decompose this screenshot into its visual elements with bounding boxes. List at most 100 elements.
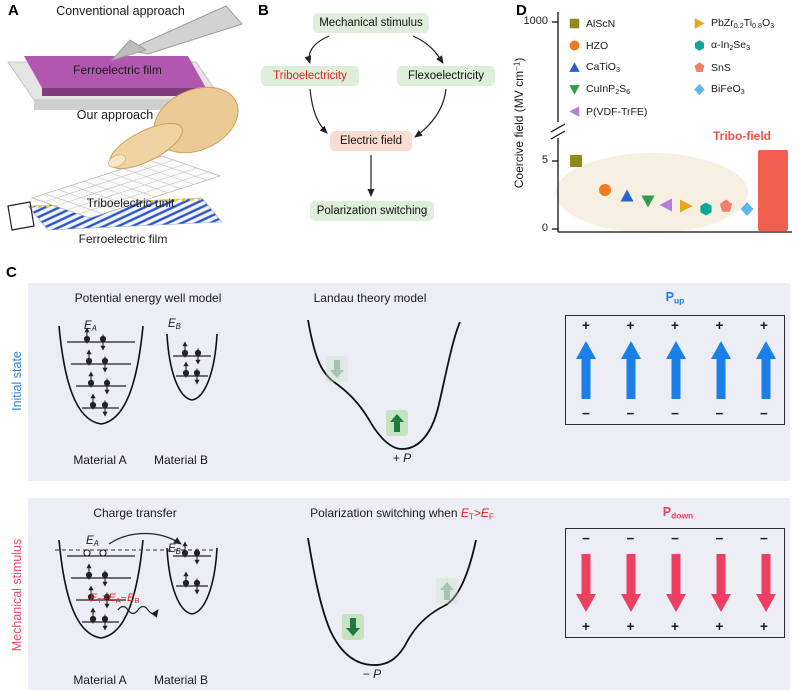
polarization-switching-title: Polarization switching when ET>EF xyxy=(310,506,494,522)
arrow-mech-to-tribo xyxy=(304,35,330,64)
panel-a-label: A xyxy=(8,2,19,19)
solid-down-arrow-box xyxy=(342,614,364,640)
ferroelectric-film-3d xyxy=(7,56,223,110)
axis-break-icon xyxy=(550,122,566,140)
ytick-0: 0 xyxy=(541,222,548,234)
conventional-approach-title: Conventional approach xyxy=(56,4,185,18)
point-CaTiO3 xyxy=(620,189,634,202)
coercive-field-chart xyxy=(550,12,792,233)
polarization-up-box: + + + + + − − − − − xyxy=(565,315,785,425)
triangle-down-marker-icon xyxy=(569,85,580,95)
flow-box-mechanical-stimulus: Mechanical stimulus xyxy=(313,13,429,33)
legend-item-AlScN: AlScN xyxy=(568,17,615,30)
point-CuInP2S6 xyxy=(641,195,655,208)
down-polarization-arrows xyxy=(576,554,776,612)
panel-b: B Mechanical stimulus Triboelectricity F… xyxy=(255,0,505,262)
polarization-down-box: − − − − − + + + + + xyxy=(565,528,785,638)
panel-d-label: D xyxy=(516,2,527,19)
ferroelectric-film-label: Ferroelectric film xyxy=(73,63,162,77)
landau-curve-initial xyxy=(307,319,461,450)
legend-label: PbZr0.2Ti0.8O3 xyxy=(711,17,775,30)
legend-label: AlScN xyxy=(586,17,616,30)
legend-item-HZO: HZO xyxy=(568,39,608,52)
well-a-outline xyxy=(58,325,144,425)
mechanical-stimulus-side-label: Mechanical stimulus xyxy=(10,538,24,652)
panel-d: D 1000 5 0 Coercive field (MV cm−1) Trib… xyxy=(500,0,799,258)
legend-label: CaTiO3 xyxy=(586,61,620,74)
well-a-outline xyxy=(58,539,144,639)
top-charge-row: − − − − − xyxy=(582,531,768,546)
tribo-field-label: Tribo-field xyxy=(713,129,771,143)
flow-box-electric-field: Electric field xyxy=(330,131,412,151)
legend-label: P(VDF-TrFE) xyxy=(586,105,648,118)
panel-c-label: C xyxy=(6,264,17,281)
potential-well-title: Potential energy well model xyxy=(74,291,222,305)
material-a-label: Material A xyxy=(73,453,127,467)
material-a-label-2: Material A xyxy=(73,673,127,687)
energy-label-ea-2: EA xyxy=(86,535,99,549)
flow-box-flexoelectricity: Flexoelectricity xyxy=(397,66,495,86)
y-axis-label: Coercive field (MV cm−1) xyxy=(512,57,527,189)
energy-label-eb-2: EB xyxy=(168,543,181,557)
point-BiFeO3 xyxy=(740,202,754,216)
diamond-marker-icon xyxy=(694,83,705,96)
tribo-device xyxy=(7,155,223,231)
legend-label: SnS xyxy=(711,61,731,74)
pentagon-marker-icon xyxy=(694,62,705,73)
legend-item-PVDF-TrFE: P(VDF-TrFE) xyxy=(568,105,647,118)
highlight-ellipse xyxy=(556,153,748,233)
hexagon-marker-icon xyxy=(694,40,705,51)
p-down-title: Pdown xyxy=(662,505,694,521)
up-polarization-arrows xyxy=(576,341,776,399)
triboelectric-unit-label: Triboelectric unit xyxy=(86,196,175,210)
solid-up-arrow-box xyxy=(386,410,408,436)
material-b-label: Material B xyxy=(153,453,209,467)
et-formula: ET=EA−EB xyxy=(90,592,140,606)
landau-well-curve xyxy=(307,319,461,450)
plus-p-label: + P xyxy=(392,451,412,465)
arrow-tribo-to-field xyxy=(309,88,328,134)
legend-item-CaTiO3: CaTiO3 xyxy=(568,61,620,74)
arrow-mech-to-flexo xyxy=(412,35,444,64)
triangle-right-marker-icon xyxy=(694,18,705,29)
panel-b-label: B xyxy=(258,2,269,19)
scatter-points xyxy=(570,155,754,216)
p-up-title: Pup xyxy=(665,290,685,306)
energy-levels-a xyxy=(67,555,135,623)
minus-p-label: − P xyxy=(362,667,382,681)
energy-levels-b xyxy=(173,555,211,587)
ferroelectric-film-label-2: Ferroelectric film xyxy=(78,232,168,246)
electron-transfer-arrow xyxy=(108,533,182,545)
our-approach-title: Our approach xyxy=(76,108,154,122)
ytick-5: 5 xyxy=(541,154,548,166)
point-PZT xyxy=(680,199,693,213)
top-charge-row: + + + + + xyxy=(582,318,768,333)
arrow-flexo-to-field xyxy=(414,88,447,138)
material-b-label-2: Material B xyxy=(153,673,209,687)
ytick-1000: 1000 xyxy=(523,15,548,27)
flow-box-triboelectricity: Triboelectricity xyxy=(261,66,359,86)
energy-label-ea: EA xyxy=(84,320,97,334)
circle-marker-icon xyxy=(569,40,580,51)
faded-up-arrow-box xyxy=(436,578,458,604)
point-In2Se3 xyxy=(700,202,712,216)
legend-label: α-In2Se3 xyxy=(711,39,751,52)
legend-label: HZO xyxy=(586,39,609,52)
legend-item-CuInP2S6: CuInP2S6 xyxy=(568,83,630,96)
potential-well-diagram-stimulus xyxy=(55,533,218,639)
panel-a-graphics xyxy=(7,5,243,231)
legend-item-In2Se3: α-In2Se3 xyxy=(693,39,750,52)
point-SnS xyxy=(719,199,733,212)
point-PVDF-TrFE xyxy=(659,198,672,212)
panel-a: A Conventional approach Ferroelectric fi… xyxy=(0,0,255,262)
mechanical-stimulus-row-bg xyxy=(28,498,790,690)
energy-levels-a xyxy=(67,341,135,409)
initial-state-side-label: Initial state xyxy=(10,351,24,411)
afm-tip-icon xyxy=(110,5,243,61)
electrons xyxy=(83,326,202,418)
panel-c: C Initial state Mechanical stimulus Pote… xyxy=(0,262,799,692)
tribo-field-bar xyxy=(758,150,788,231)
electrode-bracket-icon xyxy=(7,201,35,231)
point-AlScN xyxy=(570,155,582,167)
